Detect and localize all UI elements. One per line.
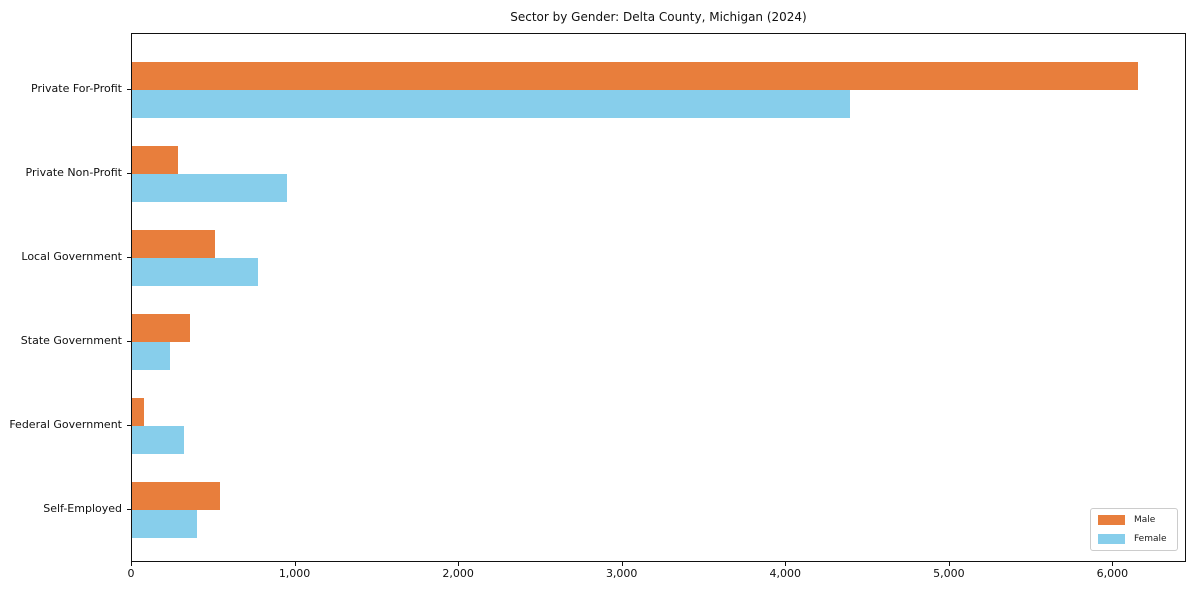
legend: Male Female bbox=[1090, 508, 1178, 551]
legend-swatch-female bbox=[1098, 534, 1125, 544]
bar-female-private-for-profit bbox=[132, 90, 851, 118]
x-tick-mark bbox=[621, 562, 623, 566]
y-tick-mark bbox=[127, 89, 131, 90]
bar-female-state-government bbox=[132, 342, 171, 370]
legend-swatch-male bbox=[1098, 515, 1125, 525]
y-tick-label-private-non-profit: Private Non-Profit bbox=[25, 166, 122, 179]
legend-label-female: Female bbox=[1134, 534, 1167, 544]
y-tick-label-federal-government: Federal Government bbox=[9, 418, 122, 431]
bar-female-local-government bbox=[132, 258, 258, 286]
x-tick-label-5000: 5,000 bbox=[933, 567, 965, 580]
chart-title: Sector by Gender: Delta County, Michigan… bbox=[510, 10, 807, 24]
legend-label-male: Male bbox=[1134, 515, 1156, 525]
legend-row-female: Female bbox=[1098, 534, 1170, 544]
x-tick-mark bbox=[948, 562, 950, 566]
bar-male-local-government bbox=[132, 230, 216, 258]
x-tick-mark bbox=[1112, 562, 1114, 566]
x-tick-mark bbox=[458, 562, 460, 566]
bar-male-state-government bbox=[132, 314, 191, 342]
x-tick-mark bbox=[131, 562, 132, 566]
y-tick-mark bbox=[127, 341, 131, 342]
bar-male-federal-government bbox=[132, 398, 145, 426]
x-tick-mark bbox=[294, 562, 296, 566]
bar-male-private-for-profit bbox=[132, 62, 1138, 90]
legend-row-male: Male bbox=[1098, 515, 1170, 525]
x-tick-label-6000: 6,000 bbox=[1096, 567, 1129, 580]
y-tick-mark bbox=[127, 425, 131, 426]
y-tick-label-self-employed: Self-Employed bbox=[43, 502, 122, 515]
bar-male-private-non-profit bbox=[132, 146, 178, 174]
x-tick-label-0: 0 bbox=[127, 567, 135, 580]
y-tick-label-local-government: Local Government bbox=[21, 250, 122, 263]
x-tick-label-1000: 1,000 bbox=[278, 567, 311, 580]
x-tick-mark bbox=[785, 562, 787, 566]
x-tick-label-3000: 3,000 bbox=[605, 567, 638, 580]
bar-female-self-employed bbox=[132, 510, 198, 538]
x-tick-label-2000: 2,000 bbox=[442, 567, 474, 580]
y-tick-mark bbox=[127, 173, 131, 174]
bar-female-federal-government bbox=[132, 426, 185, 454]
y-tick-mark bbox=[127, 257, 131, 258]
y-tick-mark bbox=[127, 509, 131, 510]
y-tick-label-private-for-profit: Private For-Profit bbox=[31, 82, 122, 95]
plot-area bbox=[131, 33, 1186, 562]
bar-female-private-non-profit bbox=[132, 174, 288, 202]
y-tick-label-state-government: State Government bbox=[20, 334, 122, 347]
x-tick-label-4000: 4,000 bbox=[769, 567, 802, 580]
bar-male-self-employed bbox=[132, 482, 221, 510]
